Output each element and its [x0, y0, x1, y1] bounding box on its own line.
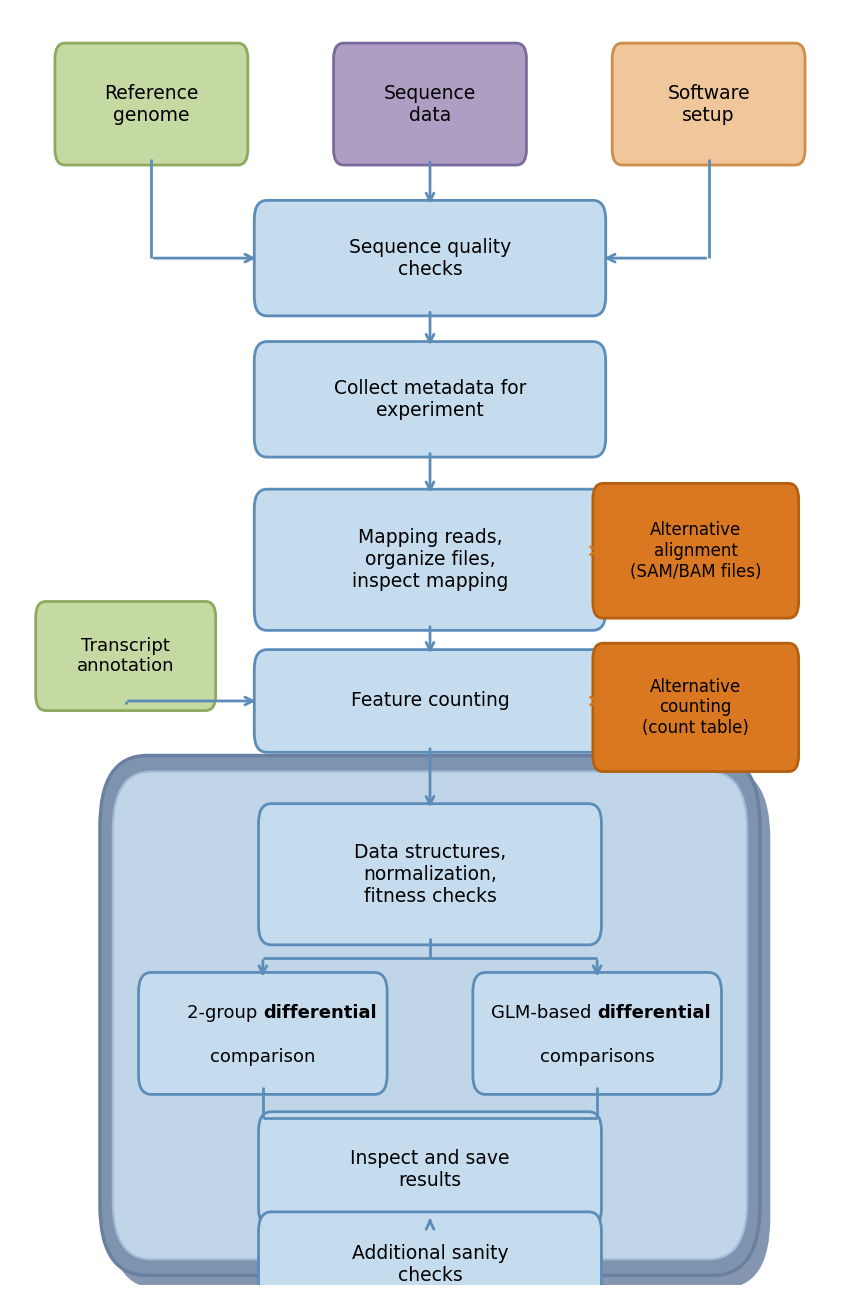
FancyBboxPatch shape — [334, 43, 526, 165]
Text: Collect metadata for
experiment: Collect metadata for experiment — [334, 378, 526, 420]
Text: Transcript
annotation: Transcript annotation — [77, 636, 175, 675]
FancyBboxPatch shape — [255, 489, 605, 630]
Text: comparisons: comparisons — [540, 1047, 654, 1065]
Text: Alternative
counting
(count table): Alternative counting (count table) — [642, 678, 749, 737]
Text: Sequence quality
checks: Sequence quality checks — [349, 238, 511, 279]
Text: Software
setup: Software setup — [667, 84, 750, 124]
Text: GLM-based: GLM-based — [491, 1004, 597, 1022]
Text: Inspect and save
results: Inspect and save results — [350, 1149, 510, 1190]
FancyBboxPatch shape — [255, 200, 605, 316]
Text: differential: differential — [263, 1004, 377, 1022]
Text: Feature counting: Feature counting — [351, 692, 509, 710]
Text: Additional sanity
checks: Additional sanity checks — [352, 1245, 508, 1285]
FancyBboxPatch shape — [55, 43, 248, 165]
FancyBboxPatch shape — [259, 1112, 601, 1228]
Text: Sequence
data: Sequence data — [384, 84, 476, 124]
Text: Mapping reads,
organize files,
inspect mapping: Mapping reads, organize files, inspect m… — [352, 528, 508, 591]
FancyBboxPatch shape — [473, 972, 722, 1095]
FancyBboxPatch shape — [113, 772, 747, 1259]
FancyBboxPatch shape — [255, 342, 605, 457]
Text: Data structures,
normalization,
fitness checks: Data structures, normalization, fitness … — [353, 843, 507, 906]
FancyBboxPatch shape — [612, 43, 805, 165]
FancyBboxPatch shape — [259, 1212, 601, 1291]
FancyBboxPatch shape — [100, 755, 760, 1276]
FancyBboxPatch shape — [255, 649, 605, 753]
FancyBboxPatch shape — [259, 804, 601, 945]
FancyBboxPatch shape — [593, 483, 799, 618]
FancyBboxPatch shape — [110, 768, 771, 1288]
Text: 2-group: 2-group — [187, 1004, 263, 1022]
FancyBboxPatch shape — [138, 972, 387, 1095]
Text: Reference
genome: Reference genome — [104, 84, 199, 124]
Text: differential: differential — [597, 1004, 710, 1022]
FancyBboxPatch shape — [35, 602, 216, 710]
Text: Alternative
alignment
(SAM/BAM files): Alternative alignment (SAM/BAM files) — [630, 522, 761, 581]
Text: comparison: comparison — [210, 1047, 316, 1065]
FancyBboxPatch shape — [593, 643, 799, 772]
